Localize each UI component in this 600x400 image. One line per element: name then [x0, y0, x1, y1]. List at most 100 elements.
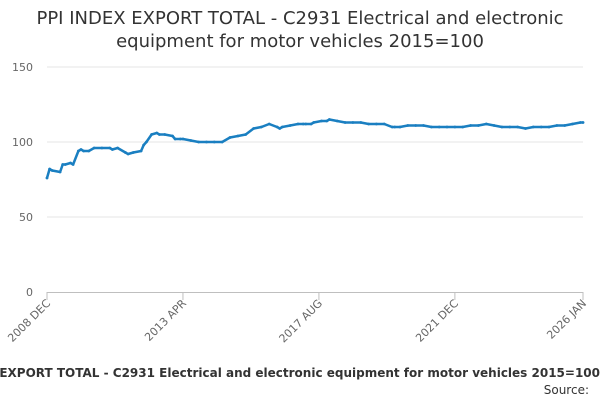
data-point [320, 119, 323, 123]
data-point [359, 121, 363, 124]
data-point [155, 131, 159, 135]
data-point [189, 139, 193, 142]
data-point [500, 125, 504, 129]
x-tick-label: 2021 DEC [413, 297, 461, 345]
data-point [375, 122, 378, 126]
data-point [171, 134, 174, 138]
data-point [126, 152, 130, 156]
data-point [563, 124, 567, 127]
y-tick-label: 0 [26, 286, 33, 299]
data-point [343, 121, 347, 124]
data-point [252, 127, 256, 130]
data-point [304, 122, 308, 126]
data-point [58, 170, 62, 174]
data-point [398, 125, 402, 129]
data-point [116, 146, 119, 150]
data-point [516, 125, 519, 129]
series-line [45, 118, 585, 180]
data-point [312, 121, 316, 124]
data-point [178, 137, 182, 141]
data-point [124, 151, 127, 154]
data-point [278, 127, 282, 130]
data-point [335, 119, 339, 123]
data-point [328, 118, 331, 121]
data-point [555, 124, 559, 127]
data-point [547, 125, 551, 129]
data-point [244, 133, 248, 136]
data-point [197, 140, 201, 144]
data-point [508, 125, 512, 129]
data-point [461, 125, 465, 129]
axes: 0 50 100 150 2008 DEC 2013 APR 2017 AUG 2021 DE… [5, 61, 589, 345]
data-point [445, 125, 449, 129]
data-point [492, 124, 496, 127]
data-point [173, 137, 177, 141]
data-point [139, 149, 143, 153]
data-point [50, 169, 54, 172]
data-point [531, 125, 535, 129]
grid-lines [47, 66, 583, 218]
data-point [484, 122, 488, 126]
data-point [220, 140, 224, 144]
data-point [469, 124, 472, 127]
data-point [63, 163, 67, 166]
data-point [131, 151, 135, 154]
data-point [453, 125, 457, 129]
data-point [288, 124, 292, 127]
y-tick-label: 150 [12, 61, 33, 74]
data-point [108, 146, 112, 150]
data-point [158, 133, 161, 136]
data-point [571, 122, 574, 126]
data-point [92, 146, 96, 150]
data-point [163, 133, 167, 136]
data-point [275, 125, 279, 129]
data-point [228, 136, 232, 139]
data-point [477, 124, 480, 127]
data-point [260, 125, 263, 129]
data-point [267, 122, 271, 126]
y-tick-label: 100 [12, 136, 33, 149]
data-point [325, 119, 329, 123]
data-point [280, 125, 284, 129]
data-point [61, 163, 65, 166]
data-point [212, 140, 216, 144]
data-point [111, 148, 114, 151]
data-point [309, 122, 313, 126]
x-tick-label: 2013 APR [142, 297, 189, 344]
chart-title-line-1: PPI INDEX EXPORT TOTAL - C2931 Electrica… [36, 8, 564, 29]
data-point [145, 140, 148, 144]
data-point [100, 146, 104, 150]
data-point [181, 137, 185, 141]
data-point [581, 121, 585, 124]
data-point [301, 122, 305, 126]
data-point [393, 125, 397, 129]
x-tick-label: 2026 JAN [544, 297, 589, 342]
data-point [82, 149, 85, 153]
data-point [77, 149, 80, 153]
data-point [351, 121, 355, 124]
data-point [48, 167, 51, 171]
data-point [69, 161, 72, 165]
data-point [367, 122, 370, 126]
data-point [45, 176, 49, 180]
data-point [236, 134, 240, 138]
series-layer [45, 118, 585, 180]
data-point [296, 122, 300, 126]
data-point [422, 124, 425, 127]
data-point [406, 124, 410, 127]
data-point [71, 163, 75, 166]
data-point [524, 127, 527, 130]
x-tick-label: 2008 DEC [5, 297, 53, 345]
data-point [430, 125, 433, 129]
data-point [579, 121, 582, 124]
data-point [79, 148, 83, 151]
data-point [205, 140, 208, 144]
x-tick-label: 2017 AUG [277, 297, 326, 346]
data-point [539, 125, 543, 129]
data-point [382, 122, 386, 126]
data-point [87, 149, 91, 153]
legend-series-label: PPI INDEX EXPORT TOTAL - C2931 Electrica… [0, 366, 600, 380]
data-point [437, 125, 441, 129]
data-point [414, 124, 418, 127]
data-point [150, 133, 154, 136]
